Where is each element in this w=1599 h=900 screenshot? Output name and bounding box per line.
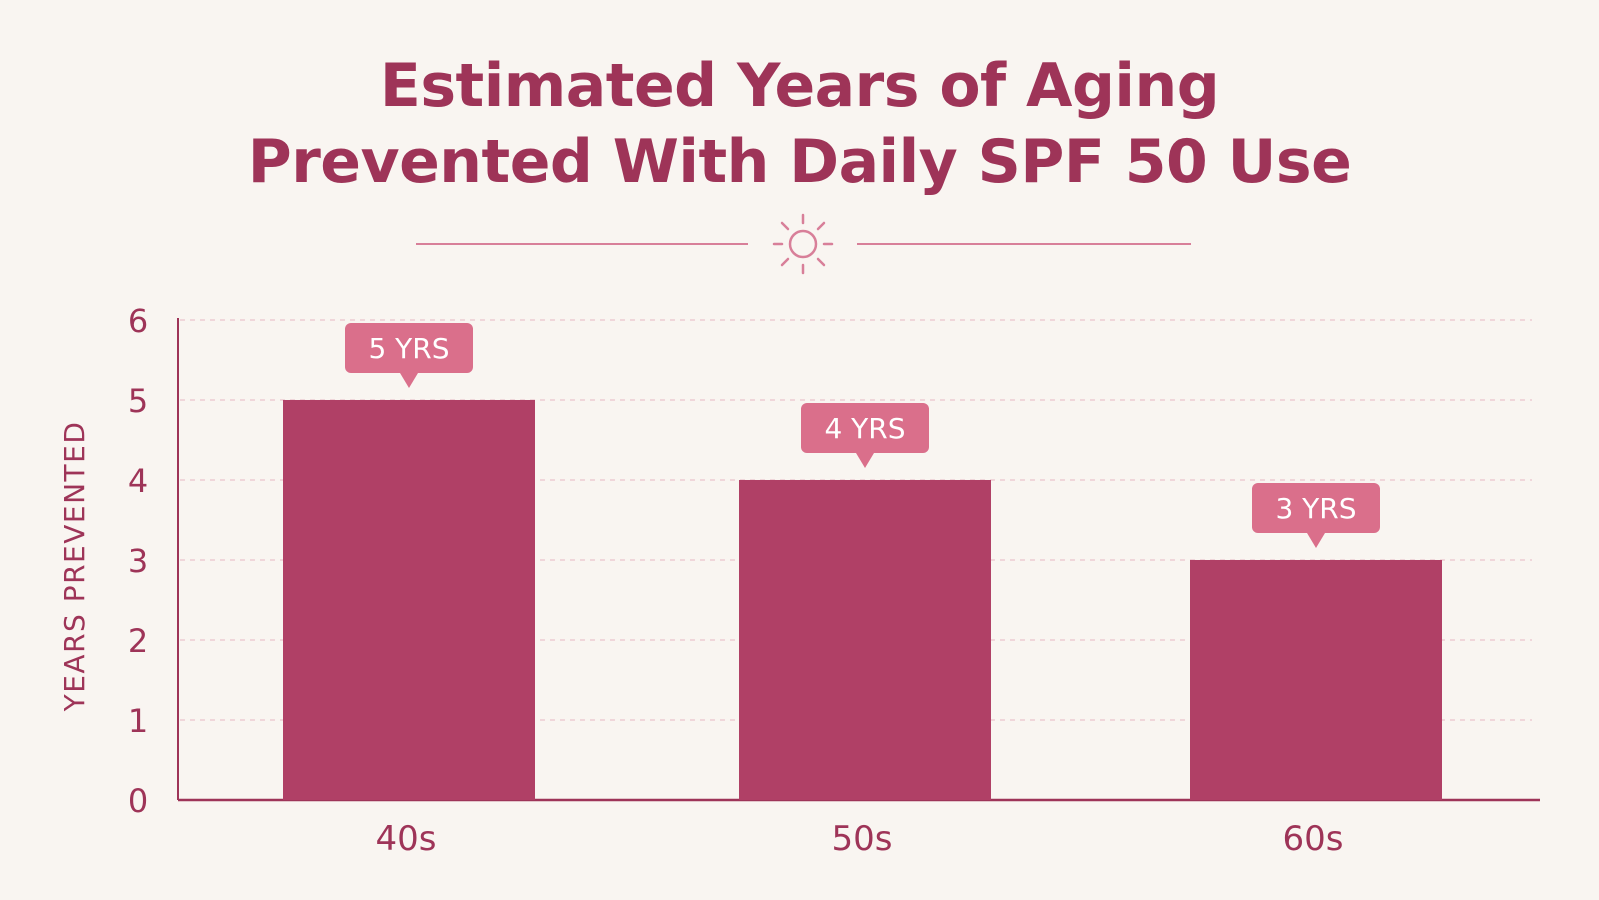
tick-labels: 0 1 2 3 4 5 6 40s 50s 60s: [128, 302, 1344, 859]
bar-50s: [739, 480, 991, 800]
chart-title-line-2: Prevented With Daily SPF 50 Use: [247, 127, 1352, 197]
y-tick-label: 0: [128, 782, 148, 820]
x-tick-label: 50s: [832, 819, 893, 859]
sun-icon: [772, 213, 834, 275]
data-label-pointer: [1307, 533, 1325, 548]
y-axis-label: YEARS PREVENTED: [58, 421, 91, 713]
bar-40s: [283, 400, 535, 800]
y-tick-label: 3: [128, 542, 148, 580]
bars: [283, 400, 1442, 800]
data-label-pointer: [400, 373, 418, 388]
data-label-pointer: [856, 453, 874, 468]
chart-title-line-1: Estimated Years of Aging: [379, 51, 1220, 121]
data-label-box: [345, 323, 473, 373]
title-divider: [416, 213, 1191, 275]
y-tick-label: 2: [128, 622, 148, 660]
y-tick-label: 1: [128, 702, 148, 740]
data-label-text: 4 YRS: [824, 412, 905, 445]
chart-title: Estimated Years of Aging Prevented With …: [0, 48, 1599, 200]
y-tick-label: 5: [128, 382, 148, 420]
data-label: 5 YRS: [345, 323, 473, 388]
data-label-text: 3 YRS: [1275, 492, 1356, 525]
data-label-box: [1252, 483, 1380, 533]
y-tick-label: 4: [128, 462, 148, 500]
bar-60s: [1190, 560, 1442, 800]
data-label-box: [801, 403, 929, 453]
data-label-text: 5 YRS: [368, 332, 449, 365]
x-tick-label: 40s: [376, 819, 437, 859]
x-tick-label: 60s: [1283, 819, 1344, 859]
data-label: 4 YRS: [801, 403, 929, 468]
data-labels: 5 YRS 4 YRS 3 YRS: [345, 323, 1380, 548]
y-tick-label: 6: [128, 302, 148, 340]
data-label: 3 YRS: [1252, 483, 1380, 548]
